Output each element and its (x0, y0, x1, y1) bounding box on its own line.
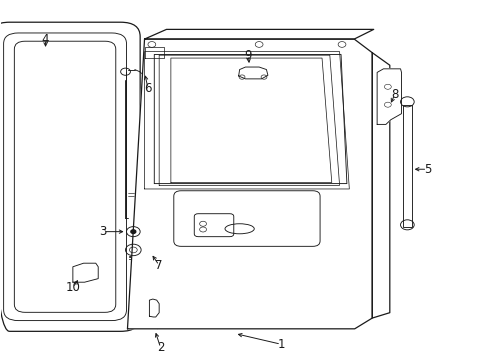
Text: 4: 4 (41, 32, 49, 46)
Text: 10: 10 (65, 281, 80, 294)
Polygon shape (73, 263, 98, 282)
Polygon shape (371, 53, 389, 318)
Polygon shape (238, 67, 267, 79)
Text: 3: 3 (99, 225, 106, 238)
Polygon shape (149, 299, 159, 317)
Text: 9: 9 (244, 49, 252, 62)
Text: 5: 5 (423, 163, 430, 176)
Text: 1: 1 (277, 338, 284, 351)
Polygon shape (376, 69, 401, 125)
Circle shape (131, 230, 136, 233)
Polygon shape (144, 30, 373, 39)
Text: 6: 6 (144, 82, 151, 95)
Text: 8: 8 (390, 88, 398, 101)
Text: 7: 7 (155, 259, 163, 272)
Bar (402, 105, 411, 226)
Text: 2: 2 (157, 341, 164, 354)
Polygon shape (127, 39, 371, 329)
